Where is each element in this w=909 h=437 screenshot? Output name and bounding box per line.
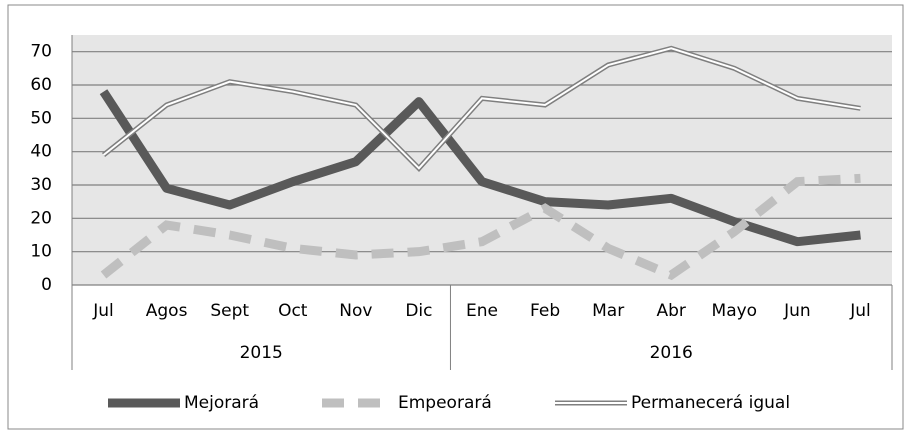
x-tick-label: Ene [466,301,498,321]
x-tick-label: Nov [339,301,372,321]
x-tick-label: Mar [592,301,624,321]
x-tick-label: Jul [92,301,114,321]
y-tick-label: 10 [30,242,52,262]
x-tick-label: Oct [278,301,308,321]
y-tick-label: 20 [30,208,52,228]
legend-label: Empeorará [398,393,492,413]
x-tick-label: Sept [210,301,249,321]
x-group-label: 2016 [650,343,693,363]
x-tick-label: Abr [657,301,686,321]
x-tick-label: Agos [146,301,188,321]
y-tick-label: 30 [30,175,52,195]
series-line [99,89,861,247]
x-tick-label: Feb [530,301,560,321]
x-tick-label: Jul [849,301,871,321]
x-tick-label: Mayo [712,301,758,321]
y-tick-label: 40 [30,142,52,162]
plot-area [72,35,892,285]
legend-label: Permanecerá igual [631,393,790,413]
y-tick-label: 70 [30,42,52,62]
y-tick-label: 60 [30,75,52,95]
x-tick-label: Jun [783,301,811,321]
x-tick-label: Dic [405,301,432,321]
legend-label: Mejorará [184,393,259,413]
x-group-label: 2015 [240,343,283,363]
y-tick-label: 0 [41,275,52,295]
series-line [102,47,861,170]
series-line [100,173,861,281]
y-tick-label: 50 [30,108,52,128]
